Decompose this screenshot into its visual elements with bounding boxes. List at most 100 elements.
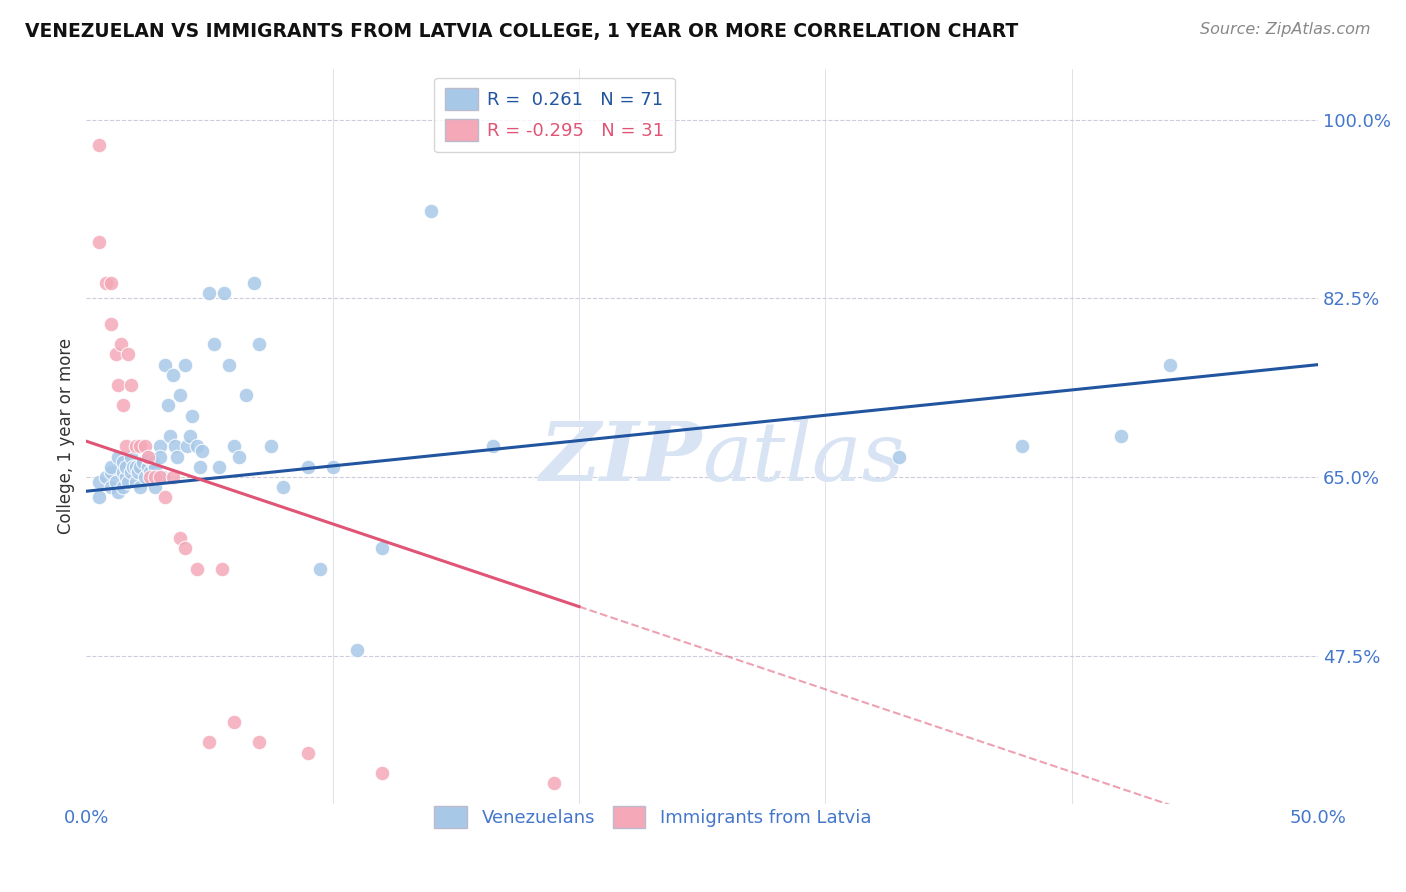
Point <box>247 337 270 351</box>
Point <box>87 138 110 153</box>
Point <box>198 735 221 749</box>
Point <box>112 455 135 469</box>
Point <box>134 439 156 453</box>
Point <box>159 429 181 443</box>
Point <box>129 480 152 494</box>
Point <box>132 455 155 469</box>
Point <box>120 450 142 464</box>
Point <box>322 459 344 474</box>
Point <box>211 562 233 576</box>
Point <box>371 766 394 780</box>
Point <box>100 465 122 479</box>
Point <box>94 470 117 484</box>
Point <box>214 286 236 301</box>
Point <box>114 470 136 484</box>
Point <box>117 347 139 361</box>
Point <box>139 470 162 484</box>
Point <box>173 358 195 372</box>
Point <box>139 465 162 479</box>
Point <box>112 480 135 494</box>
Point <box>162 470 184 484</box>
Point <box>152 470 174 484</box>
Point <box>107 485 129 500</box>
Legend: Venezuelans, Immigrants from Latvia: Venezuelans, Immigrants from Latvia <box>427 798 879 835</box>
Point <box>107 378 129 392</box>
Point <box>149 450 172 464</box>
Point <box>260 439 283 453</box>
Point <box>107 450 129 464</box>
Point <box>100 276 122 290</box>
Point <box>129 459 152 474</box>
Point <box>114 439 136 453</box>
Point <box>1109 429 1132 443</box>
Point <box>297 459 319 474</box>
Text: VENEZUELAN VS IMMIGRANTS FROM LATVIA COLLEGE, 1 YEAR OR MORE CORRELATION CHART: VENEZUELAN VS IMMIGRANTS FROM LATVIA COL… <box>25 22 1018 41</box>
Point <box>100 459 122 474</box>
Point <box>114 459 136 474</box>
Point <box>136 459 159 474</box>
Point <box>129 439 152 453</box>
Point <box>122 459 145 474</box>
Point <box>169 388 191 402</box>
Point <box>889 450 911 464</box>
Point <box>179 429 201 443</box>
Point <box>228 450 250 464</box>
Point <box>124 439 146 453</box>
Point <box>120 465 142 479</box>
Point <box>543 776 565 790</box>
Point <box>297 746 319 760</box>
Point <box>153 491 176 505</box>
Point <box>120 378 142 392</box>
Point <box>420 204 443 219</box>
Point <box>94 276 117 290</box>
Point <box>87 475 110 489</box>
Point <box>104 347 127 361</box>
Point <box>117 475 139 489</box>
Point <box>166 450 188 464</box>
Point <box>173 541 195 556</box>
Point <box>218 358 240 372</box>
Point <box>235 388 257 402</box>
Point <box>104 475 127 489</box>
Point <box>156 399 179 413</box>
Point <box>1159 358 1181 372</box>
Point <box>153 358 176 372</box>
Point <box>87 235 110 249</box>
Point <box>188 459 211 474</box>
Point <box>176 439 198 453</box>
Point <box>143 459 166 474</box>
Point <box>198 286 221 301</box>
Point <box>143 470 166 484</box>
Point <box>112 399 135 413</box>
Point <box>481 439 503 453</box>
Y-axis label: College, 1 year or more: College, 1 year or more <box>58 338 75 534</box>
Point <box>136 450 159 464</box>
Point <box>162 368 184 382</box>
Text: Source: ZipAtlas.com: Source: ZipAtlas.com <box>1201 22 1371 37</box>
Point <box>100 317 122 331</box>
Point <box>100 480 122 494</box>
Point <box>202 337 225 351</box>
Point <box>309 562 332 576</box>
Point <box>186 439 208 453</box>
Point <box>143 480 166 494</box>
Point <box>247 735 270 749</box>
Point <box>191 444 214 458</box>
Point <box>169 531 191 545</box>
Point <box>124 475 146 489</box>
Point <box>134 470 156 484</box>
Point <box>163 439 186 453</box>
Text: atlas: atlas <box>702 418 904 498</box>
Point <box>181 409 204 423</box>
Point <box>346 643 368 657</box>
Point <box>208 459 231 474</box>
Point <box>142 455 165 469</box>
Point <box>149 439 172 453</box>
Point <box>224 714 246 729</box>
Point <box>124 459 146 474</box>
Point <box>149 470 172 484</box>
Point <box>224 439 246 453</box>
Point <box>112 465 135 479</box>
Point <box>186 562 208 576</box>
Point <box>110 337 132 351</box>
